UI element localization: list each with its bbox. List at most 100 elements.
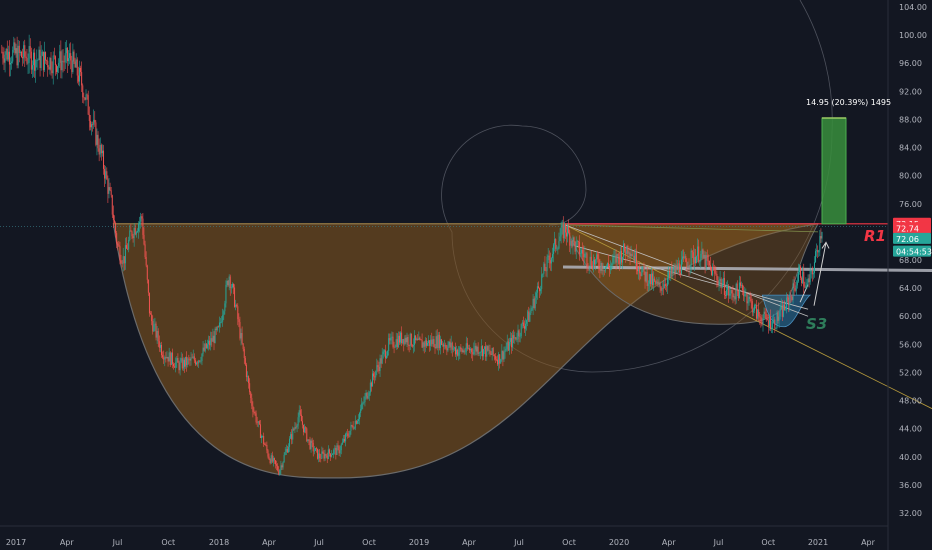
candle-body <box>753 305 755 311</box>
spiral-arc-outer <box>591 0 833 373</box>
candle-body <box>131 231 133 237</box>
candle-body <box>50 57 52 71</box>
candle-body <box>335 448 337 455</box>
candle-body <box>491 347 493 355</box>
candle-body <box>818 250 820 253</box>
candle-body <box>420 339 422 341</box>
candle-body <box>303 424 305 433</box>
candle-body <box>279 469 281 475</box>
candle-body <box>388 338 390 352</box>
candle-body <box>715 273 717 275</box>
candle-body <box>37 59 39 61</box>
candle-body <box>581 249 583 254</box>
candle-body <box>430 339 432 346</box>
candle-body <box>52 55 54 74</box>
candle-body <box>227 280 229 286</box>
candlestick-series <box>1 34 823 476</box>
candle-body <box>757 309 759 319</box>
candle-body <box>594 259 596 265</box>
candle-body <box>364 396 366 403</box>
candle-body <box>745 293 747 295</box>
candle-body <box>224 303 226 312</box>
candle-body <box>712 267 714 276</box>
candle-body <box>422 342 424 348</box>
candle-body <box>473 349 475 355</box>
x-tick-label: 2017 <box>6 538 26 547</box>
candle-body <box>341 442 343 445</box>
candle-body <box>307 439 309 442</box>
candle-body <box>637 268 639 272</box>
candle-body <box>813 262 815 274</box>
candle-body <box>94 119 96 123</box>
candle-body <box>498 354 500 365</box>
candle-body <box>48 67 50 70</box>
y-tick-label: 92.00 <box>899 87 922 96</box>
candle-body <box>667 278 669 287</box>
y-tick-label: 64.00 <box>899 284 922 293</box>
candle-body <box>1 51 3 53</box>
candle-body <box>794 288 796 291</box>
candle-body <box>634 251 636 263</box>
candle-body <box>363 402 365 403</box>
candle-body <box>613 257 615 258</box>
candle-body <box>454 347 456 355</box>
candle-body <box>259 424 261 438</box>
candle-body <box>571 240 573 247</box>
candle-body <box>424 340 426 347</box>
candle-body <box>328 449 330 454</box>
candle-body <box>668 271 670 279</box>
candle-body <box>98 148 100 155</box>
candle-body <box>522 322 524 327</box>
candle-body <box>502 350 504 360</box>
candle-body <box>402 339 404 343</box>
candle-body <box>508 341 510 351</box>
candle-body <box>154 323 156 325</box>
candle-body <box>458 352 460 356</box>
candle-body <box>633 255 635 263</box>
candle-body <box>53 55 55 57</box>
candle-body <box>322 451 324 453</box>
candle-body <box>776 312 778 329</box>
candle-body <box>573 237 575 242</box>
candle-body <box>394 346 396 348</box>
candle-body <box>683 256 685 258</box>
candle-body <box>707 260 709 262</box>
candle-body <box>815 251 817 263</box>
candle-body <box>110 190 112 196</box>
candle-body <box>208 340 210 345</box>
candle-body <box>685 256 687 262</box>
candle-body <box>660 286 662 291</box>
candle-body <box>744 294 746 297</box>
candle-body <box>547 255 549 257</box>
candle-body <box>729 293 731 296</box>
candle-body <box>283 454 285 462</box>
candle-body <box>216 326 218 331</box>
candle-body <box>795 285 797 291</box>
candle-body <box>71 60 73 73</box>
candle-body <box>152 321 154 332</box>
candle-body <box>339 450 341 454</box>
fan-line <box>564 224 809 317</box>
candle-body <box>789 296 791 305</box>
candle-body <box>531 307 533 311</box>
candle-body <box>663 284 665 289</box>
time-scale[interactable]: 2017 Apr Jul Oct 2018 Apr Jul Oct 2019 Apr Jul Oct 2… <box>6 538 876 547</box>
candle-body <box>664 284 666 286</box>
candle-body <box>670 267 672 276</box>
candle-body <box>558 241 560 249</box>
candle-body <box>407 337 409 346</box>
candle-body <box>357 419 359 421</box>
candle-body <box>237 306 239 320</box>
candle-body <box>781 305 783 317</box>
candle-body <box>716 274 718 280</box>
candle-body <box>506 341 508 349</box>
candle-body <box>464 351 466 353</box>
candle-body <box>479 352 481 353</box>
candle-body <box>504 350 506 353</box>
candle-body <box>337 445 339 447</box>
x-tick-label: Oct <box>161 538 175 547</box>
candle-body <box>159 345 161 348</box>
candle-body <box>33 52 35 66</box>
candle-body <box>124 245 126 264</box>
